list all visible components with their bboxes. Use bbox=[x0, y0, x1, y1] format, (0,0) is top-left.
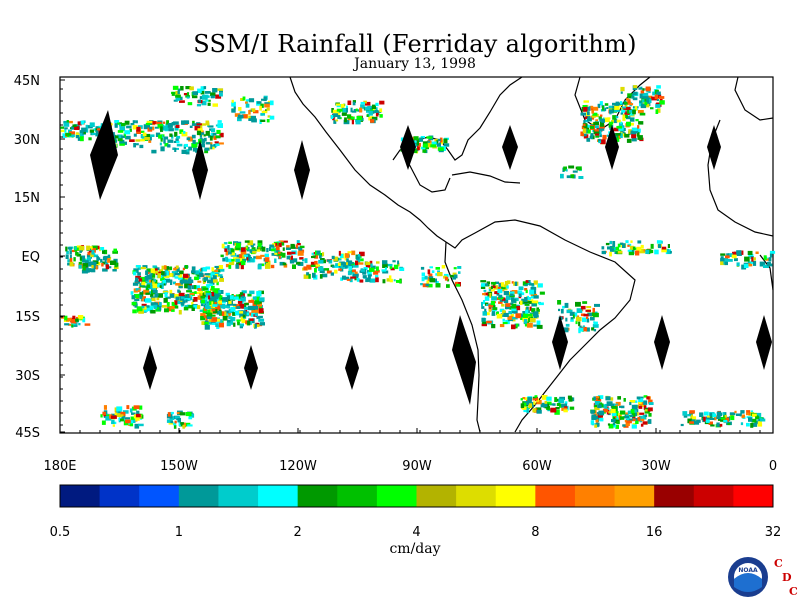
noaa-cdc-logo: NOAA C D C bbox=[728, 557, 798, 598]
colorbar-swatch bbox=[416, 485, 457, 507]
lon-label: 0 bbox=[769, 459, 777, 474]
lat-label: 45S bbox=[15, 426, 40, 441]
lat-label: EQ bbox=[22, 250, 40, 265]
lon-label: 60W bbox=[522, 459, 552, 474]
colorbar-swatch bbox=[693, 485, 734, 507]
colorbar-units: cm/day bbox=[389, 541, 441, 557]
colorbar-swatch bbox=[297, 485, 338, 507]
colorbar-swatch bbox=[258, 485, 299, 507]
colorbar-tick-label: 8 bbox=[531, 525, 539, 540]
colorbar-swatch bbox=[337, 485, 378, 507]
cdc-letter-1: C bbox=[774, 557, 783, 570]
lon-label: 30W bbox=[641, 459, 671, 474]
lon-label: 120W bbox=[279, 459, 317, 474]
colorbar-swatch bbox=[376, 485, 417, 507]
lon-label: 90W bbox=[402, 459, 432, 474]
colorbar-tick-label: 16 bbox=[646, 525, 663, 540]
colorbar-swatch bbox=[654, 485, 695, 507]
noaa-text: NOAA bbox=[738, 567, 758, 574]
colorbar-swatch bbox=[139, 485, 180, 507]
colorbar-swatch bbox=[60, 485, 101, 507]
colorbar-swatch bbox=[495, 485, 536, 507]
colorbar-swatch bbox=[456, 485, 497, 507]
rainfall-patches bbox=[60, 85, 776, 429]
lon-label: 150W bbox=[160, 459, 198, 474]
lat-label: 30N bbox=[14, 133, 40, 148]
figure-title: SSM/I Rainfall (Ferriday algorithm) bbox=[193, 30, 637, 58]
map-axes: 45N 30N 15N EQ 15S 30S 45S 180E 150W 120W 90W 60W 30… bbox=[14, 74, 777, 474]
diamond-markers bbox=[90, 110, 772, 405]
colorbar-swatch bbox=[535, 485, 576, 507]
colorbar-tick-label: 4 bbox=[412, 525, 420, 540]
cdc-letter-3: C bbox=[789, 585, 798, 598]
colorbar-swatch bbox=[178, 485, 219, 507]
lat-label: 30S bbox=[15, 369, 40, 384]
cdc-letter-2: D bbox=[782, 571, 792, 584]
lon-label: 180E bbox=[43, 459, 76, 474]
figure-date: January 13, 1998 bbox=[354, 56, 476, 72]
lat-label: 15N bbox=[14, 191, 40, 206]
colorbar-swatch bbox=[733, 485, 774, 507]
lat-label: 15S bbox=[15, 310, 40, 325]
colorbar-tick-label: 2 bbox=[294, 525, 302, 540]
colorbar-tick-label: 0.5 bbox=[50, 525, 71, 540]
colorbar-tick-label: 32 bbox=[765, 525, 782, 540]
colorbar-swatch bbox=[218, 485, 259, 507]
colorbar-swatch bbox=[99, 485, 140, 507]
lat-label: 45N bbox=[14, 74, 40, 89]
colorbar: 0.5 1 2 4 8 16 32 bbox=[50, 484, 782, 540]
colorbar-swatch bbox=[614, 485, 655, 507]
colorbar-tick-label: 1 bbox=[175, 525, 183, 540]
colorbar-swatch bbox=[574, 485, 616, 507]
